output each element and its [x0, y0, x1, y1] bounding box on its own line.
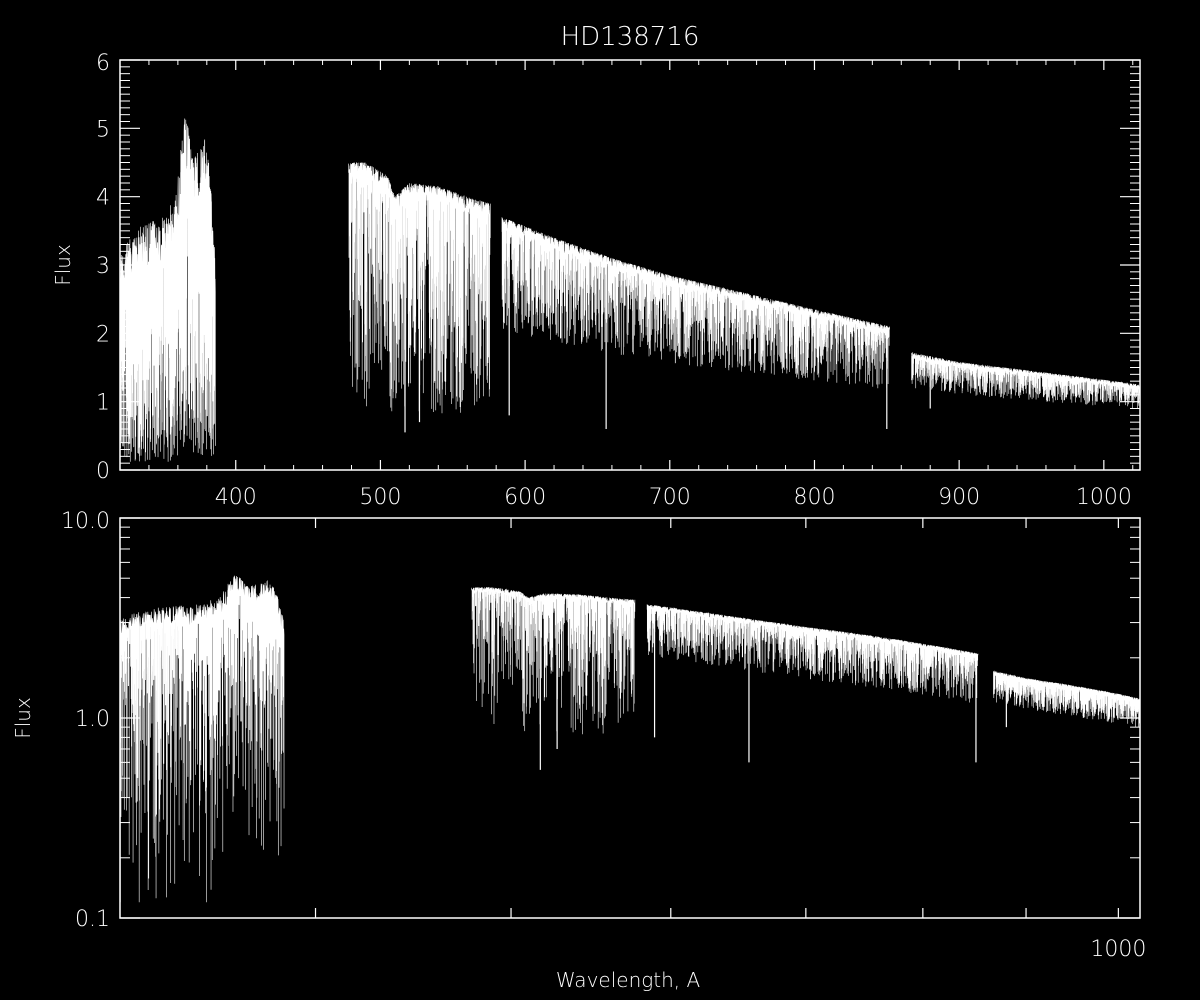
x-tick-label: 1000: [1090, 937, 1146, 962]
y-tick-label: 6: [96, 51, 110, 76]
bottom-y-axis-label: Flux: [11, 697, 35, 739]
y-tick-label: 3: [96, 254, 110, 279]
y-tick-label: 5: [96, 117, 110, 142]
x-tick-label: 800: [793, 485, 835, 510]
spectrum-segment-2: [471, 586, 636, 735]
y-tick-label: 4: [96, 186, 110, 211]
y-tick-label: 2: [96, 322, 110, 347]
top-y-axis-label: Flux: [51, 244, 75, 286]
x-tick-label: 1000: [1076, 485, 1132, 510]
spectrum-segment-1: [119, 118, 216, 462]
x-tick-label: 700: [649, 485, 691, 510]
spectrum-segment-4: [911, 352, 1141, 409]
bottom-panel-log: 1000 0.1 1.0 10.0: [61, 509, 1146, 962]
spectrum-segment-4: [993, 670, 1141, 728]
x-tick-label: 400: [215, 485, 257, 510]
spectrum-segment-3: [501, 217, 890, 389]
x-tick-label: 500: [359, 485, 401, 510]
x-tick-label: 900: [938, 485, 980, 510]
x-axis-label: Wavelength, A: [556, 968, 701, 992]
y-tick-label: 0: [96, 459, 110, 484]
y-tick-label: 10.0: [61, 509, 110, 534]
spectrum-segment-2: [348, 162, 491, 414]
spectrum-segment-1: [119, 575, 285, 903]
y-tick-label: 1: [96, 391, 110, 416]
y-tick-label: 0.1: [75, 907, 110, 932]
spectrum-segment-3: [646, 604, 979, 703]
y-tick-label: 1.0: [75, 707, 110, 732]
chart-title: HD138716: [561, 22, 700, 52]
top-panel-linear: 400 500 600 700 800 900 1000 0 1 2 3 4 5 6: [96, 51, 1141, 510]
plot-frame: [119, 517, 1141, 919]
x-tick-label: 600: [504, 485, 546, 510]
